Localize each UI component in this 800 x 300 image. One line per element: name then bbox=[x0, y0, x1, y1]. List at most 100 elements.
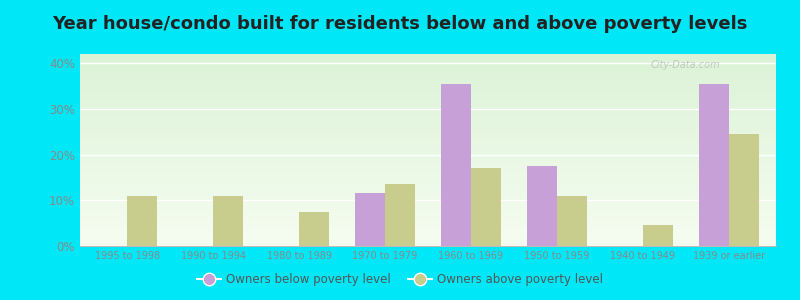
Bar bbox=[80, 240, 776, 241]
Bar bbox=[80, 105, 776, 106]
Bar bbox=[80, 86, 776, 87]
Bar bbox=[80, 57, 776, 58]
Bar bbox=[80, 220, 776, 221]
Bar bbox=[80, 121, 776, 122]
Bar bbox=[80, 178, 776, 179]
Bar bbox=[299, 212, 329, 246]
Bar bbox=[80, 199, 776, 200]
Bar bbox=[80, 144, 776, 145]
Bar bbox=[80, 102, 776, 103]
Bar bbox=[643, 225, 673, 246]
Bar bbox=[80, 209, 776, 211]
Bar bbox=[80, 242, 776, 243]
Bar bbox=[80, 129, 776, 130]
Bar bbox=[213, 196, 243, 246]
Bar bbox=[80, 163, 776, 164]
Bar bbox=[80, 212, 776, 213]
Bar bbox=[80, 150, 776, 151]
Bar bbox=[80, 143, 776, 144]
Bar bbox=[80, 239, 776, 240]
Bar bbox=[80, 218, 776, 219]
Bar bbox=[80, 208, 776, 209]
Bar bbox=[80, 215, 776, 216]
Bar bbox=[80, 181, 776, 182]
Bar bbox=[80, 135, 776, 136]
Bar bbox=[80, 56, 776, 57]
Bar bbox=[80, 187, 776, 188]
Bar bbox=[80, 133, 776, 134]
Bar bbox=[80, 152, 776, 153]
Bar bbox=[80, 62, 776, 63]
Bar bbox=[80, 226, 776, 227]
Bar bbox=[80, 219, 776, 220]
Bar bbox=[80, 182, 776, 183]
Bar bbox=[80, 166, 776, 167]
Bar bbox=[80, 197, 776, 198]
Bar bbox=[80, 142, 776, 143]
Bar bbox=[80, 72, 776, 73]
Bar bbox=[471, 168, 501, 246]
Bar bbox=[80, 93, 776, 94]
Text: City-Data.com: City-Data.com bbox=[650, 60, 720, 70]
Bar bbox=[127, 196, 158, 246]
Bar bbox=[80, 88, 776, 89]
Bar bbox=[80, 165, 776, 166]
Bar bbox=[80, 161, 776, 163]
Bar bbox=[80, 157, 776, 158]
Bar bbox=[80, 188, 776, 189]
Bar bbox=[80, 95, 776, 96]
Bar bbox=[80, 238, 776, 239]
Bar bbox=[80, 82, 776, 83]
Bar bbox=[80, 183, 776, 184]
Bar bbox=[80, 176, 776, 177]
Bar bbox=[80, 147, 776, 148]
Bar bbox=[80, 111, 776, 112]
Bar bbox=[80, 189, 776, 190]
Bar bbox=[80, 98, 776, 99]
Bar bbox=[80, 54, 776, 55]
Bar bbox=[80, 211, 776, 212]
Bar bbox=[80, 110, 776, 111]
Bar bbox=[80, 221, 776, 222]
Bar bbox=[80, 173, 776, 174]
Bar bbox=[80, 132, 776, 133]
Bar bbox=[80, 127, 776, 128]
Bar bbox=[527, 166, 557, 246]
Bar bbox=[80, 223, 776, 224]
Bar bbox=[80, 118, 776, 119]
Bar bbox=[80, 94, 776, 95]
Bar bbox=[441, 84, 471, 246]
Bar bbox=[80, 213, 776, 214]
Bar bbox=[80, 206, 776, 207]
Bar bbox=[80, 126, 776, 127]
Bar bbox=[80, 236, 776, 237]
Bar bbox=[80, 169, 776, 170]
Bar bbox=[80, 237, 776, 238]
Bar bbox=[80, 185, 776, 187]
Bar bbox=[80, 192, 776, 193]
Bar bbox=[80, 75, 776, 76]
Bar bbox=[80, 58, 776, 59]
Bar bbox=[698, 84, 729, 246]
Bar bbox=[80, 158, 776, 159]
Bar bbox=[80, 244, 776, 245]
Bar bbox=[80, 171, 776, 172]
Bar bbox=[80, 128, 776, 129]
Bar bbox=[80, 60, 776, 61]
Bar bbox=[80, 80, 776, 81]
Bar bbox=[557, 196, 587, 246]
Bar bbox=[729, 134, 759, 246]
Text: Year house/condo built for residents below and above poverty levels: Year house/condo built for residents bel… bbox=[52, 15, 748, 33]
Bar bbox=[80, 214, 776, 215]
Bar bbox=[80, 184, 776, 185]
Bar bbox=[80, 154, 776, 155]
Bar bbox=[80, 117, 776, 118]
Bar bbox=[80, 74, 776, 75]
Bar bbox=[80, 106, 776, 107]
Bar bbox=[80, 194, 776, 195]
Bar bbox=[80, 71, 776, 72]
Bar bbox=[80, 196, 776, 197]
Bar bbox=[80, 179, 776, 180]
Bar bbox=[80, 61, 776, 62]
Bar bbox=[80, 125, 776, 126]
